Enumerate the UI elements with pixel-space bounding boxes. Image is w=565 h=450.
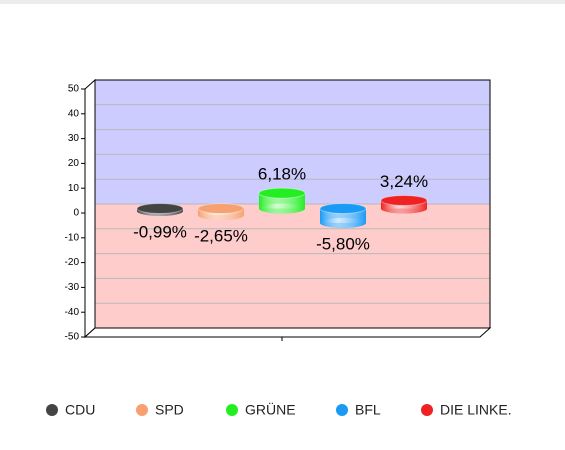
back-wall-border — [94, 79, 491, 329]
value-label: -0,99% — [133, 222, 187, 241]
y-tick-label: -40 — [65, 307, 80, 318]
y-tick-label: 40 — [68, 108, 80, 119]
legend-marker — [136, 404, 148, 416]
legend-label: DIE LINKE. — [440, 402, 512, 418]
value-label: 6,18% — [258, 165, 306, 184]
cylinder-top — [380, 194, 428, 206]
y-tick-label: 20 — [68, 158, 80, 169]
value-label: -5,80% — [316, 234, 370, 253]
y-tick-label: -20 — [65, 257, 80, 268]
y-tick-label: 50 — [68, 84, 80, 95]
legend-marker — [226, 404, 238, 416]
cylinder-top — [136, 203, 184, 214]
legend-label: GRÜNE — [245, 401, 296, 418]
y-tick-label: -50 — [65, 332, 80, 343]
value-label: 3,24% — [380, 172, 428, 191]
y-tick-label: -30 — [65, 282, 80, 293]
y-tick-label: 0 — [73, 208, 79, 219]
y-tick-label: 10 — [68, 183, 80, 194]
cylinder-top — [319, 203, 367, 214]
cylinder-top — [197, 203, 245, 214]
floor — [83, 327, 492, 338]
legend-label: CDU — [65, 402, 95, 418]
cylinder-top — [258, 187, 306, 199]
y-tick-label: 30 — [68, 133, 80, 144]
value-label: -2,65% — [194, 227, 248, 246]
legend-marker — [421, 404, 433, 416]
top-strip — [0, 0, 565, 4]
back-wall-upper — [95, 80, 490, 204]
legend-label: SPD — [155, 402, 184, 418]
y-tick-label: -10 — [65, 232, 80, 243]
back-wall-lower — [95, 204, 490, 328]
legend-label: BFL — [355, 402, 381, 418]
side-wall — [84, 78, 96, 339]
legend-marker — [46, 404, 58, 416]
legend-marker — [336, 404, 348, 416]
